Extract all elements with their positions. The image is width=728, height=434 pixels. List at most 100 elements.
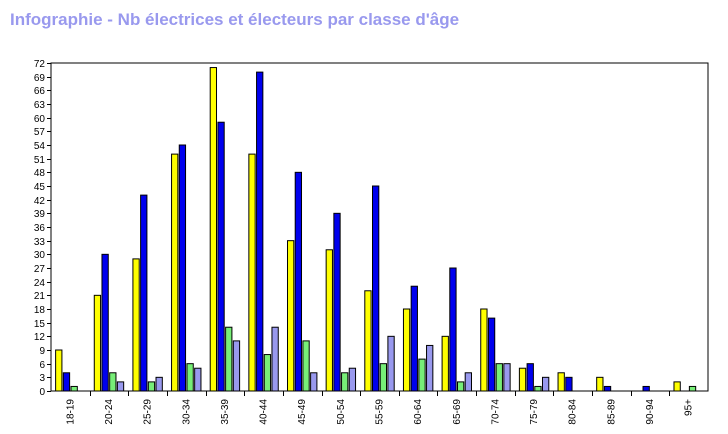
y-tick-label: 36 (34, 223, 46, 234)
bar (487, 317, 496, 392)
x-tick-label: 90-94 (645, 399, 656, 425)
bar (263, 354, 272, 392)
y-tick-label: 12 (34, 332, 46, 343)
y-tick-label: 9 (39, 346, 45, 357)
x-tick-label: 20-24 (104, 399, 115, 425)
y-tick-label: 60 (34, 114, 46, 125)
y-tick-label: 15 (34, 319, 46, 330)
bar (596, 376, 604, 392)
x-tick-label: 45-49 (297, 399, 308, 425)
bar (673, 381, 681, 392)
bar (62, 372, 71, 392)
bar (232, 340, 241, 392)
bar (518, 367, 527, 392)
y-tick-label: 6 (39, 360, 45, 371)
y-tick-label: 54 (34, 141, 46, 152)
bar (93, 294, 102, 392)
y-tick-label: 39 (34, 209, 46, 220)
bar (348, 367, 357, 392)
y-tick-label: 21 (34, 291, 46, 302)
x-tick-label: 55-59 (375, 399, 386, 425)
bar (155, 376, 163, 392)
bar (534, 385, 542, 392)
bar (217, 121, 225, 392)
bar (426, 344, 434, 392)
bar (248, 153, 256, 392)
bar (503, 363, 511, 392)
y-tick-label: 57 (34, 127, 46, 138)
plot-frame (50, 62, 709, 392)
bar (132, 258, 140, 392)
x-tick-label: 60-64 (413, 399, 424, 425)
bar (410, 285, 418, 392)
bar (271, 326, 279, 392)
y-tick-label: 63 (34, 100, 46, 111)
bar (116, 381, 125, 392)
y-tick-label: 18 (34, 305, 46, 316)
x-tick-label: 25-29 (143, 399, 154, 425)
x-tick-label: 65-69 (452, 399, 463, 425)
x-tick-label: 40-44 (259, 399, 270, 425)
x-tick-label: 18-19 (65, 399, 76, 425)
x-tick-label: 30-34 (181, 399, 192, 425)
bar (526, 363, 534, 392)
y-tick-label: 24 (34, 278, 46, 289)
bar (341, 372, 349, 392)
bar (186, 363, 194, 392)
bar (418, 358, 426, 392)
y-tick-label: 33 (34, 237, 46, 248)
x-tick-label: 70-74 (490, 399, 501, 425)
y-tick-label: 48 (34, 168, 46, 179)
bar (225, 326, 233, 392)
x-tick-label: 80-84 (568, 399, 579, 425)
bar (402, 308, 411, 392)
y-tick-label: 45 (34, 182, 46, 193)
bar (449, 267, 457, 392)
x-tick-label: 35-39 (220, 399, 231, 425)
bar (603, 385, 612, 392)
bar (325, 249, 333, 392)
bar (70, 385, 78, 392)
x-tick-label: 75-79 (529, 399, 540, 425)
bar (480, 308, 488, 392)
bar (147, 381, 156, 392)
y-tick-label: 0 (39, 387, 45, 398)
y-tick-label: 72 (34, 59, 46, 70)
bar (557, 372, 565, 392)
bar (101, 253, 109, 392)
x-tick-label: 95+ (684, 399, 695, 416)
bar (310, 372, 318, 392)
y-tick-label: 66 (34, 86, 46, 97)
bar (194, 367, 202, 392)
y-tick-label: 27 (34, 264, 46, 275)
bar (441, 335, 449, 392)
bar (642, 385, 650, 392)
bar (287, 240, 295, 392)
bar (333, 212, 341, 392)
bar (302, 340, 310, 392)
x-tick-label: 85-89 (606, 399, 617, 425)
bar (140, 194, 148, 392)
bar (171, 153, 179, 392)
x-tick-label: 50-54 (336, 399, 347, 425)
bar (565, 376, 573, 392)
bar (178, 144, 187, 392)
bar (372, 185, 380, 392)
bar (464, 372, 472, 392)
bar (209, 67, 218, 392)
bar (379, 363, 388, 392)
y-tick-label: 51 (34, 155, 46, 166)
bar (387, 335, 395, 392)
bar (456, 381, 465, 392)
bar (256, 71, 264, 392)
y-tick-label: 69 (34, 73, 46, 84)
bar (495, 363, 503, 392)
bar (109, 372, 117, 392)
bar (541, 376, 550, 392)
y-tick-label: 30 (34, 250, 46, 261)
chart-title: Infographie - Nb électrices et électeurs… (10, 10, 460, 29)
y-tick-label: 42 (34, 196, 46, 207)
bar (688, 385, 697, 392)
